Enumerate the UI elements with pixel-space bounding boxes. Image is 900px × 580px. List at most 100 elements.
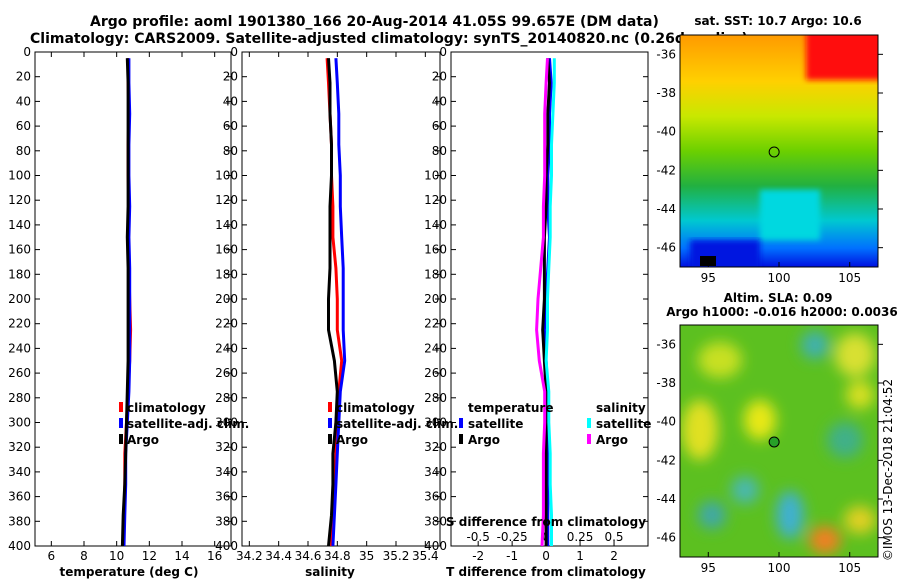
sst-warm-patch <box>806 35 878 80</box>
depth-tick-label: 280 <box>215 391 238 405</box>
salinity-panel-frame <box>241 51 441 547</box>
lon-tick-label: 105 <box>838 561 861 575</box>
depth-tick-label: 140 <box>8 218 31 232</box>
series-line-argo <box>120 58 130 546</box>
depth-tick-label: 160 <box>215 243 238 257</box>
depth-tick-label: 380 <box>215 514 238 528</box>
lon-tick-label: 95 <box>701 561 716 575</box>
x-tick-label: 34.6 <box>295 549 322 563</box>
lat-tick-label: -42 <box>656 163 676 177</box>
x-tick-label: 35 <box>359 549 374 563</box>
depth-tick-label: 160 <box>424 243 447 257</box>
sst-map-title: sat. SST: 10.7 Argo: 10.6 <box>694 14 861 28</box>
depth-tick-label: 240 <box>8 341 31 355</box>
depth-tick-label: 300 <box>215 416 238 430</box>
sla-map-axes: 95 100 105 -36 -38 -40 -42 -44 -46 <box>656 337 883 575</box>
temperature-panel-frame <box>34 51 232 547</box>
depth-tick-label: 180 <box>424 267 447 281</box>
depth-tick-label: 180 <box>215 267 238 281</box>
temperature-plot: 6 8 10 12 14 16 <box>48 52 222 563</box>
depth-tick-label: 240 <box>424 341 447 355</box>
depth-tick-label: 60 <box>223 119 238 133</box>
x-tick-label: 34.8 <box>324 549 351 563</box>
depth-tick-label: 0 <box>439 45 447 59</box>
x-tick-label: 1 <box>576 549 584 563</box>
legend-label-climatology: climatology <box>127 401 206 415</box>
sst-cool-patch <box>760 190 820 240</box>
lat-tick-label: -44 <box>656 202 676 216</box>
depth-tick-label: 300 <box>424 416 447 430</box>
depth-tick-label: 360 <box>215 490 238 504</box>
s-difference-tick-label: -0.25 <box>497 530 528 544</box>
depth-tick-label: 220 <box>215 317 238 331</box>
argo-position-marker <box>768 146 780 158</box>
legend-header-salinity: salinity <box>596 401 646 415</box>
depth-tick-label: 380 <box>8 514 31 528</box>
depth-tick-label: 280 <box>8 391 31 405</box>
depth-tick-label: 140 <box>215 218 238 232</box>
legend-swatch-t-satellite <box>459 418 463 428</box>
depth-tick-label: 160 <box>8 243 31 257</box>
x-tick-label: 14 <box>174 549 189 563</box>
legend-swatch-climatology <box>119 402 123 412</box>
legend-swatch-argo <box>119 434 123 444</box>
sla-map-title: Altim. SLA: 0.09 <box>724 291 833 305</box>
x-tick-label: 8 <box>80 549 88 563</box>
depth-tick-label: 100 <box>424 169 447 183</box>
legend-label-s-satellite: satellite <box>596 417 651 431</box>
temperature-legend: climatology satellite-adj. clim. Argo <box>119 401 249 447</box>
depth-tick-label: 260 <box>424 366 447 380</box>
figure-title-line1: Argo profile: aoml 1901380_166 20-Aug-20… <box>90 14 659 30</box>
legend-swatch-s-argo <box>587 434 591 444</box>
sla-map-subtitle: Argo h1000: -0.016 h2000: 0.0036 <box>666 305 897 319</box>
depth-tick-label: 200 <box>215 292 238 306</box>
depth-tick-label: 200 <box>424 292 447 306</box>
x-tick-label: 2 <box>610 549 618 563</box>
legend-swatch-satellite <box>328 418 332 428</box>
lon-tick-label: 100 <box>768 271 791 285</box>
s-difference-tick-label: -0.5 <box>466 530 489 544</box>
depth-tick-label: 340 <box>215 465 238 479</box>
depth-tick-label: 40 <box>16 94 31 108</box>
depth-tick-label: 320 <box>424 440 447 454</box>
depth-tick-label: 180 <box>8 267 31 281</box>
legend-label-satellite: satellite-adj. clim. <box>127 417 249 431</box>
imos-watermark: ©IMOS 13-Dec-2018 21:04:52 <box>881 379 895 561</box>
salinity-legend: climatology satellite-adj. clim. Argo <box>328 401 458 447</box>
argo-position-marker <box>768 436 780 448</box>
lat-tick-label: -46 <box>656 531 676 545</box>
depth-tick-label: 100 <box>8 169 31 183</box>
x-tick-label: 12 <box>142 549 157 563</box>
series-line-satellite-adj-clim- <box>331 58 347 546</box>
legend-label-satellite: satellite-adj. clim. <box>336 417 458 431</box>
depth-tick-label: 80 <box>16 144 31 158</box>
depth-tick-label: 220 <box>8 317 31 331</box>
difference-plot: -2 -1 0 1 2-0.5 -0.25 0 0.25 0.5 <box>466 58 624 563</box>
x-tick-label: -1 <box>506 549 518 563</box>
depth-tick-label: 20 <box>432 70 447 84</box>
depth-tick-label: 0 <box>23 45 31 59</box>
depth-tick-label: 220 <box>424 317 447 331</box>
depth-tick-label: 360 <box>424 490 447 504</box>
depth-tick-label: 0 <box>230 45 238 59</box>
depth-tick-label: 280 <box>424 391 447 405</box>
salinity-xlabel: salinity <box>305 565 355 579</box>
depth-tick-label: 260 <box>215 366 238 380</box>
series-group <box>535 58 556 546</box>
legend-label-t-satellite: satellite <box>468 417 523 431</box>
lat-tick-label: -44 <box>656 492 676 506</box>
depth-tick-label: 300 <box>8 416 31 430</box>
lat-tick-label: -36 <box>656 337 676 351</box>
depth-tick-label: 320 <box>8 440 31 454</box>
depth-tick-label: 400 <box>215 539 238 553</box>
depth-tick-label: 40 <box>223 94 238 108</box>
depth-tick-label: 60 <box>432 119 447 133</box>
difference-legend: temperature satellite Argo salinity sate… <box>459 401 651 447</box>
x-tick-label: 10 <box>109 549 124 563</box>
s-difference-tick-label: 0.25 <box>567 530 594 544</box>
sst-land-patch <box>700 256 716 266</box>
salinity-plot: 34.2 34.4 34.6 34.8 35 35.2 35.4 <box>236 52 439 563</box>
lat-tick-label: -38 <box>656 376 676 390</box>
series-line-argo <box>327 58 339 546</box>
